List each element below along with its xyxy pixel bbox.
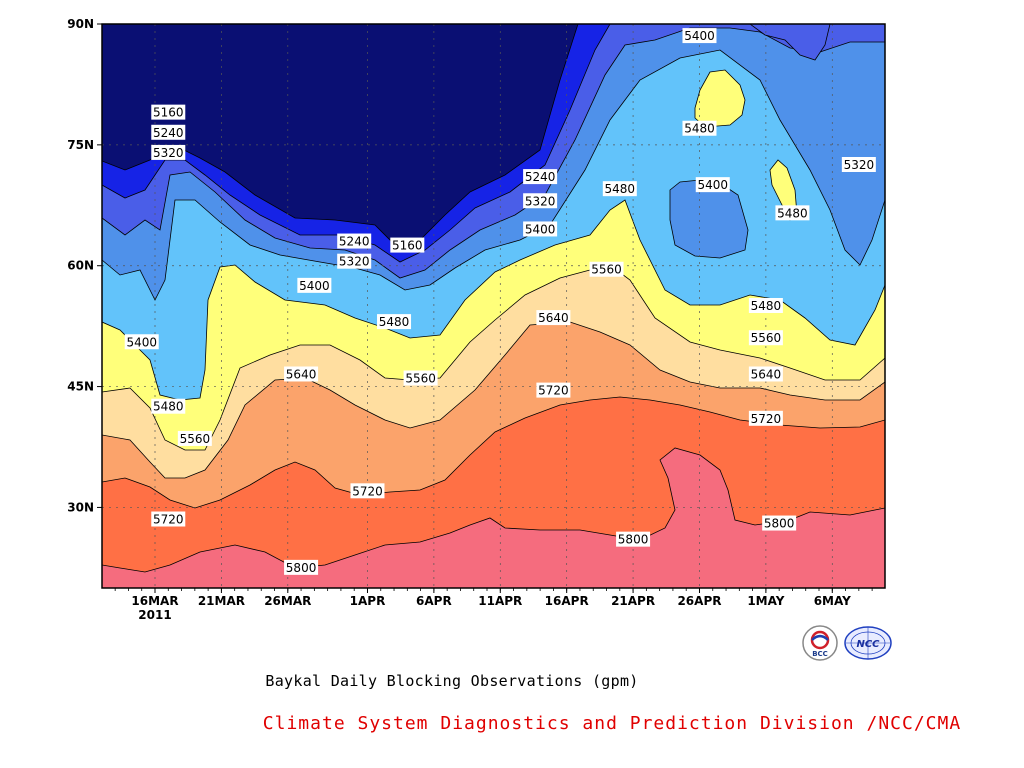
contour-label: 5240	[337, 233, 372, 249]
x-tick-label: 21MAR	[198, 594, 245, 608]
island-blue-top	[749, 24, 831, 61]
svg-text:5720: 5720	[538, 384, 569, 398]
x-tick-label: 16MAR	[131, 594, 178, 608]
svg-text:5640: 5640	[751, 367, 782, 381]
plot-frame	[101, 23, 886, 589]
y-tick-label: 75N	[67, 138, 94, 152]
contour-label: 5400	[695, 177, 730, 193]
x-tick-label: 11APR	[478, 594, 522, 608]
contour-label: 5400	[682, 28, 717, 44]
contour-label: 5400	[297, 277, 332, 293]
svg-text:5480: 5480	[684, 122, 715, 136]
contour-label: 5320	[337, 253, 372, 269]
contour-label: 5480	[682, 120, 717, 136]
contour-label: 5720	[350, 483, 385, 499]
chart-title: Baykal Daily Blocking Observations (gpm)	[265, 672, 639, 690]
svg-text:5240: 5240	[525, 170, 556, 184]
contour-label: 5640	[536, 310, 571, 326]
svg-text:5320: 5320	[844, 158, 875, 172]
svg-text:5800: 5800	[286, 561, 317, 575]
x-tick-label: 6APR	[416, 594, 452, 608]
credit-line: Climate System Diagnostics and Predictio…	[262, 713, 962, 734]
contour-label: 5480	[602, 181, 637, 197]
svg-text:5400: 5400	[684, 29, 715, 43]
contour-labels: 5160 5240 5320 5400 5480 5560 5640 5720 5800 5240…	[124, 28, 876, 575]
contour-bands	[102, 24, 885, 588]
y-axis: 30N 45N 60N 75N 90N	[67, 17, 102, 514]
svg-text:5560: 5560	[180, 432, 211, 446]
svg-text:5160: 5160	[392, 239, 423, 253]
svg-text:5560: 5560	[405, 372, 436, 386]
svg-text:5400: 5400	[697, 178, 728, 192]
svg-text:5400: 5400	[525, 222, 556, 236]
bcc-logo-text: BCC	[812, 650, 828, 658]
y-tick-label: 60N	[67, 259, 94, 273]
contour-label: 5400	[523, 221, 558, 237]
svg-text:5480: 5480	[153, 400, 184, 414]
svg-text:5640: 5640	[286, 367, 317, 381]
contour-label: 5720	[151, 511, 186, 527]
svg-text:5480: 5480	[777, 206, 808, 220]
contour-label: 5720	[748, 410, 783, 426]
svg-text:5240: 5240	[153, 126, 184, 140]
svg-text:5320: 5320	[153, 146, 184, 160]
contour-label: 5320	[841, 157, 876, 172]
svg-text:5400: 5400	[126, 335, 157, 349]
y-tick-label: 90N	[67, 17, 94, 31]
contour-label: 5480	[377, 314, 412, 330]
svg-text:5400: 5400	[299, 279, 330, 293]
contour-label: 5720	[536, 382, 571, 398]
blocking-contour-chart: 5160 5240 5320 5400 5480 5560 5640 5720 5800 5240…	[67, 17, 886, 622]
ncc-logo: NCC	[844, 626, 892, 660]
svg-text:5240: 5240	[339, 235, 370, 249]
y-tick-label: 45N	[67, 380, 94, 394]
svg-text:5160: 5160	[153, 106, 184, 120]
grid	[102, 24, 885, 588]
x-tick-label: 1APR	[350, 594, 386, 608]
x-year-label: 2011	[138, 608, 171, 622]
contour-label: 5800	[762, 515, 797, 531]
ncc-logo-text: NCC	[856, 639, 880, 650]
contour-label: 5160	[390, 237, 425, 253]
y-tick-label: 30N	[67, 500, 94, 514]
contour-label: 5800	[284, 559, 319, 575]
svg-text:5800: 5800	[618, 533, 649, 547]
contour-label: 5320	[523, 193, 558, 209]
contour-label: 5320	[151, 144, 186, 160]
svg-text:5320: 5320	[339, 255, 370, 269]
svg-text:5560: 5560	[751, 331, 782, 345]
contour-label: 5560	[177, 430, 212, 446]
contour-label: 5480	[748, 298, 783, 313]
contour-label: 5560	[748, 330, 783, 346]
contour-label: 5560	[589, 261, 624, 277]
contour-label: 5240	[151, 124, 186, 140]
bcc-logo: BCC	[802, 625, 838, 661]
contour-label: 5800	[616, 531, 651, 547]
contour-label: 5640	[748, 366, 783, 382]
svg-text:5720: 5720	[153, 513, 184, 527]
contour-label: 5240	[523, 169, 558, 185]
contour-label: 5160	[151, 104, 186, 120]
x-tick-label: 16APR	[545, 594, 589, 608]
contour-label: 5480	[775, 205, 810, 221]
contour-label: 5640	[284, 366, 319, 382]
svg-text:5480: 5480	[605, 182, 636, 196]
svg-text:5640: 5640	[538, 311, 569, 325]
x-tick-label: 6MAY	[814, 594, 851, 608]
x-axis: 16MAR 21MAR 26MAR 1APR 6APR 11APR 16APR 21APR 26…	[114, 588, 873, 622]
svg-text:5480: 5480	[751, 299, 782, 313]
x-tick-label: 26MAR	[264, 594, 311, 608]
svg-text:5720: 5720	[352, 484, 383, 498]
contour-label: 5560	[403, 370, 438, 386]
svg-text:5560: 5560	[591, 263, 622, 277]
x-tick-label: 1MAY	[747, 594, 784, 608]
svg-text:5480: 5480	[379, 315, 410, 329]
contour-label: 5480	[151, 398, 186, 414]
svg-text:5720: 5720	[751, 412, 782, 426]
x-tick-label: 21APR	[611, 594, 655, 608]
contour-label: 5400	[124, 334, 159, 350]
svg-text:5800: 5800	[764, 517, 795, 531]
svg-text:5320: 5320	[525, 194, 556, 208]
x-tick-label: 26APR	[677, 594, 721, 608]
